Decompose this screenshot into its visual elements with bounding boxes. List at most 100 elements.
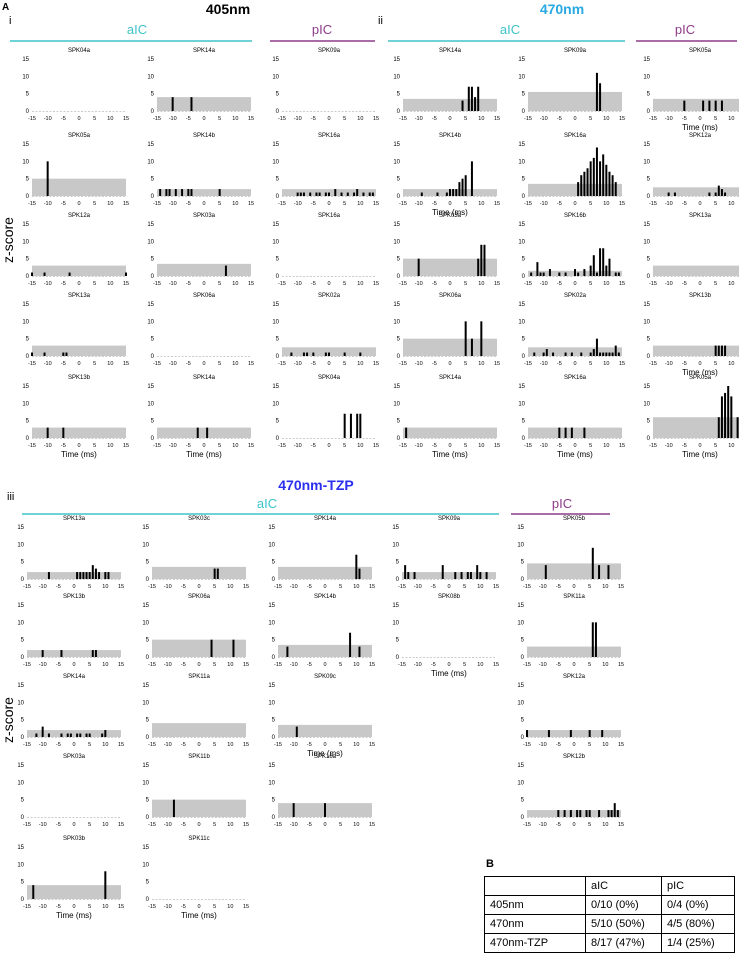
x-tick-label: -5 xyxy=(56,742,61,748)
y-tick-label: 0 xyxy=(522,436,526,442)
x-tick-label: 5 xyxy=(93,443,96,449)
x-tick-label: -10 xyxy=(169,361,177,367)
histogram-bar xyxy=(717,417,720,438)
y-tick-label: 15 xyxy=(393,222,400,228)
y-tick-label: 0 xyxy=(151,274,155,280)
x-tick-label: -5 xyxy=(61,116,66,122)
y-tick-label: 15 xyxy=(268,525,275,531)
x-tick-label: 0 xyxy=(327,361,330,367)
x-tick-label: 15 xyxy=(369,662,375,668)
y-tick-label: 15 xyxy=(392,525,399,531)
x-tick-label: 5 xyxy=(339,822,342,828)
x-tick-label: 15 xyxy=(618,662,624,668)
x-tick-label: -10 xyxy=(540,361,548,367)
panel-title: SPK14a xyxy=(193,375,216,381)
histogram-bar xyxy=(455,189,458,196)
y-tick-label: 5 xyxy=(521,638,525,644)
histogram-bar xyxy=(405,427,408,438)
histogram-bar xyxy=(591,547,594,579)
histogram-bar xyxy=(88,572,91,579)
x-tick-label: -5 xyxy=(181,662,186,668)
histogram-bar xyxy=(467,86,470,111)
y-tick-label: 10 xyxy=(142,700,149,706)
y-tick-label: 15 xyxy=(643,384,650,390)
y-tick-label: 15 xyxy=(268,603,275,609)
histogram-bar xyxy=(172,799,175,817)
x-tick-label: -5 xyxy=(186,361,191,367)
x-tick-label: -15 xyxy=(649,201,657,207)
x-tick-label: 5 xyxy=(589,361,592,367)
histogram-bar xyxy=(599,248,602,276)
significance-band xyxy=(528,347,622,356)
x-tick-label: -5 xyxy=(56,584,61,590)
histogram-panel: SPK14a 0 5 10 15 -15 -10 -5 0 5 10 15 xyxy=(17,674,124,748)
x-tick-label: -5 xyxy=(61,361,66,367)
histogram-bar xyxy=(714,345,717,356)
y-tick-label: 5 xyxy=(521,798,525,804)
y-tick-label: 15 xyxy=(142,845,149,851)
histogram-bar xyxy=(720,100,723,111)
y-tick-label: 15 xyxy=(22,142,29,148)
y-axis-label: z-score xyxy=(0,217,16,263)
y-tick-label: 15 xyxy=(517,603,524,609)
y-tick-label: 5 xyxy=(396,560,400,566)
table-cell: 405nm xyxy=(484,895,586,915)
histogram-bar xyxy=(174,189,177,196)
x-tick-label: 5 xyxy=(213,584,216,590)
histogram-bar xyxy=(673,192,676,196)
table-cell: 0/10 (0%) xyxy=(585,895,662,915)
subpanel-i-label: i xyxy=(9,15,11,27)
histogram-bar xyxy=(585,810,588,817)
x-tick-label: -15 xyxy=(524,443,532,449)
x-tick-label: -10 xyxy=(539,584,547,590)
y-tick-label: 5 xyxy=(521,560,525,566)
x-tick-label: -15 xyxy=(153,443,161,449)
y-tick-label: 10 xyxy=(142,620,149,626)
histogram-bar xyxy=(47,572,50,579)
y-tick-label: 10 xyxy=(393,159,400,165)
y-tick-label: 15 xyxy=(643,222,650,228)
y-tick-label: 5 xyxy=(276,257,280,263)
panel-title: SPK16a xyxy=(318,213,341,219)
x-tick-label: 5 xyxy=(464,281,467,287)
y-tick-label: 15 xyxy=(268,683,275,689)
x-tick-label: -5 xyxy=(61,201,66,207)
histogram-panel: SPK14a 0 5 10 15 -15 -10 -5 0 5 10 15 Time (ms) xyxy=(393,375,500,459)
x-tick-label: 15 xyxy=(369,742,375,748)
panel-title: SPK11a xyxy=(563,594,585,600)
y-tick-label: 15 xyxy=(517,525,524,531)
histogram-bar xyxy=(714,192,717,196)
histogram-bar xyxy=(98,572,101,579)
y-tick-label: 5 xyxy=(146,560,150,566)
y-tick-label: 10 xyxy=(268,620,275,626)
x-tick-label: 15 xyxy=(248,443,254,449)
panel-title: SPK04a xyxy=(68,48,91,54)
x-tick-label: -5 xyxy=(557,201,562,207)
panel-title: SPK09a xyxy=(438,516,461,522)
histogram-bar xyxy=(599,83,602,111)
y-tick-label: 15 xyxy=(518,302,525,308)
histogram-bar xyxy=(41,726,44,737)
x-tick-label: -10 xyxy=(665,201,673,207)
y-tick-label: 5 xyxy=(26,177,30,183)
x-tick-label: 5 xyxy=(589,116,592,122)
y-tick-label: 5 xyxy=(272,638,276,644)
x-tick-label: -10 xyxy=(539,662,547,668)
y-tick-label: 5 xyxy=(26,92,30,98)
x-tick-label: 10 xyxy=(232,116,238,122)
x-tick-label: 5 xyxy=(714,361,717,367)
x-tick-label: -15 xyxy=(28,201,36,207)
y-tick-label: 0 xyxy=(146,815,150,821)
histogram-bar xyxy=(563,810,566,817)
x-tick-label: 15 xyxy=(248,201,254,207)
histogram-bar xyxy=(464,321,467,356)
x-tick-label: -15 xyxy=(524,361,532,367)
histogram-bar xyxy=(730,396,733,438)
y-tick-label: 0 xyxy=(521,815,525,821)
x-tick-label: 0 xyxy=(448,361,451,367)
panel-title: SPK11c xyxy=(188,836,209,842)
x-tick-label: 15 xyxy=(619,361,625,367)
significance-band xyxy=(27,730,121,737)
group-aic-label: aIC xyxy=(500,22,520,37)
histogram-bar xyxy=(576,810,579,817)
